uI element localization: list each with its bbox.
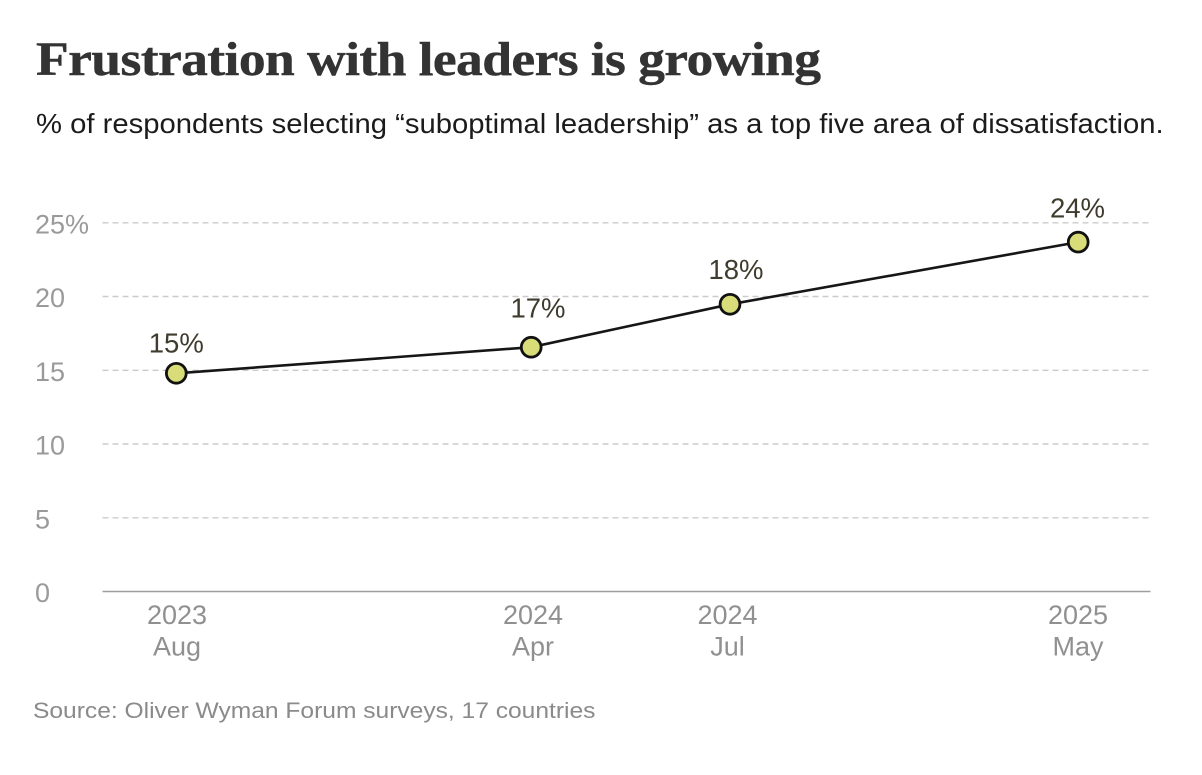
svg-text:Apr: Apr (512, 632, 554, 662)
svg-text:2024: 2024 (697, 600, 757, 630)
svg-text:24%: 24% (1050, 192, 1105, 223)
svg-text:5: 5 (35, 504, 50, 534)
svg-text:2023: 2023 (147, 600, 207, 630)
svg-text:20: 20 (35, 283, 65, 313)
svg-text:15: 15 (35, 357, 65, 387)
svg-text:25%: 25% (35, 209, 89, 239)
svg-text:2024: 2024 (503, 600, 563, 630)
svg-text:17%: 17% (510, 293, 565, 324)
svg-text:15%: 15% (149, 328, 204, 359)
svg-text:Aug: Aug (153, 632, 201, 662)
svg-text:10: 10 (35, 431, 65, 461)
svg-text:2025: 2025 (1048, 600, 1108, 630)
svg-text:Jul: Jul (710, 632, 745, 662)
svg-text:May: May (1052, 632, 1104, 662)
svg-text:0: 0 (35, 578, 50, 608)
svg-text:18%: 18% (708, 254, 763, 285)
